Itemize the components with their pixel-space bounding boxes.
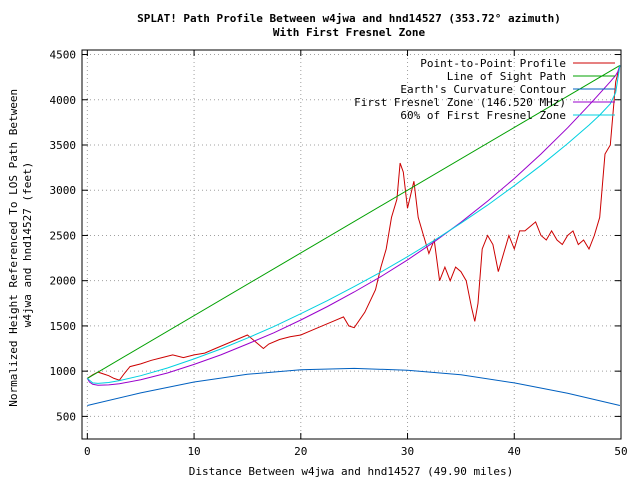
x-tick-label: 40 — [508, 445, 521, 458]
series-line-3 — [87, 367, 621, 406]
chart-title: SPLAT! Path Profile Between w4jwa and hn… — [137, 12, 561, 25]
legend-label-2: Line of Sight Path — [447, 70, 566, 83]
x-tick-label: 50 — [614, 445, 627, 458]
legend-label-4: First Fresnel Zone (146.520 MHz) — [354, 96, 566, 109]
x-tick-label: 10 — [187, 445, 200, 458]
legend-label-1: Point-to-Point Profile — [420, 57, 566, 70]
y-axis-label-line-1: Normalized Height Referenced To LOS Path… — [7, 89, 20, 407]
y-tick-label: 1500 — [50, 320, 77, 333]
y-tick-label: 4000 — [50, 94, 77, 107]
legend-label-3: Earth's Curvature Contour — [400, 83, 566, 96]
chart-subtitle: With First Fresnel Zone — [273, 26, 426, 39]
y-tick-label: 1000 — [50, 365, 77, 378]
y-axis-label-line-2: w4jwa and hnd14527 (feet) — [21, 162, 34, 328]
series-line-5 — [86, 65, 621, 384]
x-axis-label: Distance Between w4jwa and hnd14527 (49.… — [189, 465, 514, 478]
plot-frame — [81, 49, 622, 440]
series-line-2 — [87, 64, 621, 379]
y-tick-label: 3500 — [50, 139, 77, 152]
x-tick-label: 20 — [294, 445, 307, 458]
y-axis-label: Normalized Height Referenced To LOS Path… — [7, 82, 34, 407]
y-tick-label: 2000 — [50, 275, 77, 288]
y-tick-label: 2500 — [50, 229, 77, 242]
x-tick-label: 0 — [84, 445, 91, 458]
x-tick-label: 30 — [401, 445, 414, 458]
y-tick-label: 500 — [56, 410, 76, 423]
series-line-1 — [87, 65, 621, 381]
y-tick-label: 4500 — [50, 49, 77, 62]
y-tick-label: 3000 — [50, 184, 77, 197]
axis-ticks: 0 10 20 30 40 50 500 1000 1500 2000 2500 3000 3500 40… — [50, 49, 628, 458]
series-lines — [86, 64, 621, 406]
series-line-4 — [86, 65, 621, 386]
legend-label-5: 60% of First Fresnel Zone — [400, 109, 566, 122]
